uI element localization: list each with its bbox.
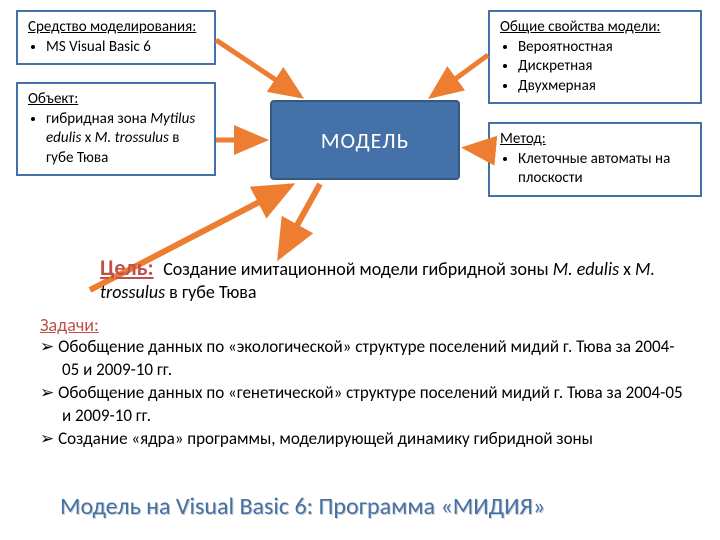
tasks-title: Задачи: (40, 314, 690, 336)
tasks-list: Обобщение данных по «экологической» стру… (40, 336, 690, 451)
goal-title: Цель: (100, 254, 154, 281)
obj-list: гибридная зона Mytilus edulis x M. tross… (28, 110, 204, 169)
props-header: Общие свойства модели: (500, 18, 690, 38)
obj-header: Объект: (28, 90, 204, 110)
model-node: МОДЕЛЬ (270, 100, 460, 180)
list-item: Обобщение данных по «экологической» стру… (62, 336, 690, 382)
goal-section: Цель: Создание имитационной модели гибри… (40, 254, 690, 303)
method-header: Метод: (500, 130, 690, 150)
list-item: Создание «ядра» программы, моделирующей … (62, 428, 690, 451)
list-item: MS Visual Basic 6 (46, 38, 204, 58)
tasks-section: Задачи: Обобщение данных по «экологическ… (40, 314, 690, 451)
method-list: Клеточные автоматы на плоскости (500, 150, 690, 189)
props-list: Вероятностная Дискретная Двухмерная (500, 38, 690, 97)
list-item: Вероятностная (518, 38, 690, 58)
box-method: Метод: Клеточные автоматы на плоскости (488, 122, 702, 197)
list-item: Клеточные автоматы на плоскости (518, 150, 690, 189)
model-label: МОДЕЛЬ (321, 127, 410, 154)
tool-header: Средство моделирования: (28, 18, 204, 38)
list-item: Дискретная (518, 57, 690, 77)
box-object: Объект: гибридная зона Mytilus edulis x … (16, 82, 216, 176)
goal-text: Создание имитационной модели гибридной з… (100, 258, 655, 303)
list-item: гибридная зона Mytilus edulis x M. tross… (46, 110, 204, 169)
list-item: Обобщение данных по «генетической» струк… (62, 382, 690, 428)
list-item: Двухмерная (518, 77, 690, 97)
tool-list: MS Visual Basic 6 (28, 38, 204, 58)
box-props: Общие свойства модели: Вероятностная Дис… (488, 10, 702, 104)
footer-title: Модель на Visual Basic 6: Программа «МИД… (60, 492, 545, 521)
box-tool: Средство моделирования: MS Visual Basic … (16, 10, 216, 65)
